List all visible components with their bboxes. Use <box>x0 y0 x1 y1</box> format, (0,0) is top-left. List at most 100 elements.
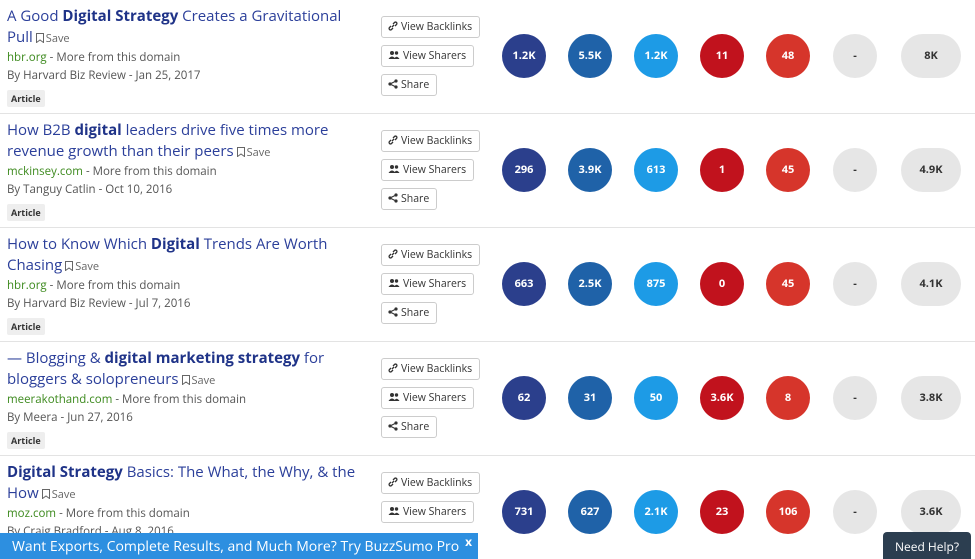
more-from-domain[interactable]: - More from this domain <box>115 392 247 407</box>
title-part[interactable]: Digital <box>150 234 200 254</box>
share-count: 1.2K <box>502 34 546 78</box>
share-count: - <box>833 148 877 192</box>
action-button[interactable]: View Sharers <box>381 387 475 409</box>
share-count: 62 <box>502 376 546 420</box>
button-label[interactable]: View Sharers <box>403 163 467 177</box>
action-button[interactable]: View Sharers <box>381 501 475 523</box>
domain[interactable]: meerakothand.com <box>7 392 113 407</box>
button-label[interactable]: Share <box>401 420 430 434</box>
more-from-domain[interactable]: - More from this domain <box>59 506 190 521</box>
save-label[interactable]: Save <box>246 145 271 160</box>
share-count: 5.5K <box>568 34 612 78</box>
save-link[interactable]: Save <box>39 487 76 502</box>
action-button[interactable]: Share <box>381 188 438 210</box>
action-button[interactable]: View Sharers <box>381 273 475 295</box>
result-title[interactable]: — Blogging & digital marketing strategy … <box>7 348 362 391</box>
title-part[interactable]: — Blogging & <box>7 348 105 368</box>
upgrade-banner[interactable]: Want Exports, Complete Results, and Much… <box>0 533 478 559</box>
banner-close[interactable]: x <box>465 533 472 550</box>
more-from-domain[interactable]: - More from this domain <box>49 278 181 293</box>
share-count: 731 <box>502 490 546 534</box>
byline: By Meera - Jun 27, 2016 <box>7 410 133 425</box>
title-part[interactable]: digital marketing strategy <box>104 348 301 368</box>
save-label[interactable]: Save <box>45 31 70 46</box>
share-count: 3.6K <box>700 376 744 420</box>
share-count: 45 <box>766 148 810 192</box>
title-part[interactable]: Creates a Gravitational Pull <box>7 6 342 47</box>
button-label[interactable]: View Sharers <box>403 277 467 291</box>
title-part[interactable]: digital <box>74 120 122 140</box>
content-tag: Article <box>7 432 45 449</box>
button-label[interactable]: Share <box>401 192 430 206</box>
share-count: - <box>833 34 877 78</box>
button-label[interactable]: View Backlinks <box>401 134 473 148</box>
result-info: A Good Digital Strategy Creates a Gravit… <box>7 6 362 107</box>
title-part[interactable]: How B2B <box>7 120 75 140</box>
button-label[interactable]: View Backlinks <box>401 362 473 376</box>
action-button[interactable]: View Backlinks <box>381 16 481 38</box>
save-label[interactable]: Save <box>191 373 216 388</box>
save-label[interactable]: Save <box>51 487 76 502</box>
byline: By Harvard Biz Review - Jul 7, 2016 <box>7 296 191 311</box>
button-label[interactable]: Share <box>401 306 430 320</box>
button-label[interactable]: Share <box>401 78 430 92</box>
action-button[interactable]: Share <box>381 74 438 96</box>
share-count: - <box>833 376 877 420</box>
domain-line: hbr.org - More from this domain <box>7 49 362 67</box>
button-label[interactable]: View Backlinks <box>401 476 473 490</box>
action-button[interactable]: View Backlinks <box>381 130 481 152</box>
title-part[interactable]: Digital Strategy <box>7 462 123 482</box>
share-count: - <box>833 490 877 534</box>
share-count: 296 <box>502 148 546 192</box>
more-from-domain[interactable]: - More from this domain <box>85 164 217 179</box>
content-tag: Article <box>7 318 45 335</box>
title-part[interactable]: for bloggers & solopreneurs <box>7 348 325 389</box>
save-label[interactable]: Save <box>75 259 100 274</box>
share-count: 1.2K <box>634 34 678 78</box>
domain-line: meerakothand.com - More from this domain <box>7 391 362 409</box>
domain[interactable]: mckinsey.com <box>7 164 83 179</box>
button-label[interactable]: View Backlinks <box>401 20 473 34</box>
share-count: 2.5K <box>568 262 612 306</box>
domain-line: hbr.org - More from this domain <box>7 277 362 295</box>
button-label[interactable]: View Backlinks <box>401 248 473 262</box>
result-info: — Blogging & digital marketing strategy … <box>7 348 362 449</box>
byline: By Harvard Biz Review - Jan 25, 2017 <box>7 68 201 83</box>
title-part[interactable]: How to Know Which <box>7 234 151 254</box>
save-link[interactable]: Save <box>234 145 271 160</box>
action-button[interactable]: View Backlinks <box>381 358 481 380</box>
title-part[interactable]: Digital Strategy <box>62 6 179 26</box>
result-title[interactable]: How to Know Which Digital Trends Are Wor… <box>7 234 362 277</box>
button-label[interactable]: View Sharers <box>403 49 467 63</box>
action-button[interactable]: Share <box>381 416 438 438</box>
title-part[interactable]: leaders drive five times more revenue gr… <box>7 120 329 161</box>
domain[interactable]: moz.com <box>7 506 57 521</box>
domain[interactable]: hbr.org <box>7 50 47 65</box>
result-title[interactable]: A Good Digital Strategy Creates a Gravit… <box>7 6 362 49</box>
title-part[interactable]: Trends Are Worth Chasing <box>7 234 328 275</box>
action-button[interactable]: View Backlinks <box>381 472 481 494</box>
action-button[interactable]: View Sharers <box>381 45 475 67</box>
title-part[interactable]: Basics: The What, the Why, & the How <box>7 462 356 503</box>
share-count: 45 <box>766 262 810 306</box>
content-tag: Article <box>7 90 45 107</box>
save-link[interactable]: Save <box>179 373 216 388</box>
result-title[interactable]: How B2B digital leaders drive five times… <box>7 120 362 163</box>
help-button[interactable]: Need Help? <box>883 532 971 559</box>
banner-text[interactable]: Want Exports, Complete Results, and Much… <box>12 537 460 556</box>
action-button[interactable]: View Sharers <box>381 159 475 181</box>
share-count: 1 <box>700 148 744 192</box>
result-title[interactable]: Digital Strategy Basics: The What, the W… <box>7 462 362 505</box>
action-button[interactable]: View Backlinks <box>381 244 481 266</box>
share-count: 613 <box>634 148 678 192</box>
button-label[interactable]: View Sharers <box>403 391 467 405</box>
title-part[interactable]: A Good <box>7 6 63 26</box>
domain[interactable]: hbr.org <box>7 278 47 293</box>
button-label[interactable]: View Sharers <box>403 505 467 519</box>
share-count: 4.9K <box>901 148 961 192</box>
more-from-domain[interactable]: - More from this domain <box>49 50 181 65</box>
save-link[interactable]: Save <box>33 31 70 46</box>
action-button[interactable]: Share <box>381 302 438 324</box>
save-link[interactable]: Save <box>62 259 99 274</box>
